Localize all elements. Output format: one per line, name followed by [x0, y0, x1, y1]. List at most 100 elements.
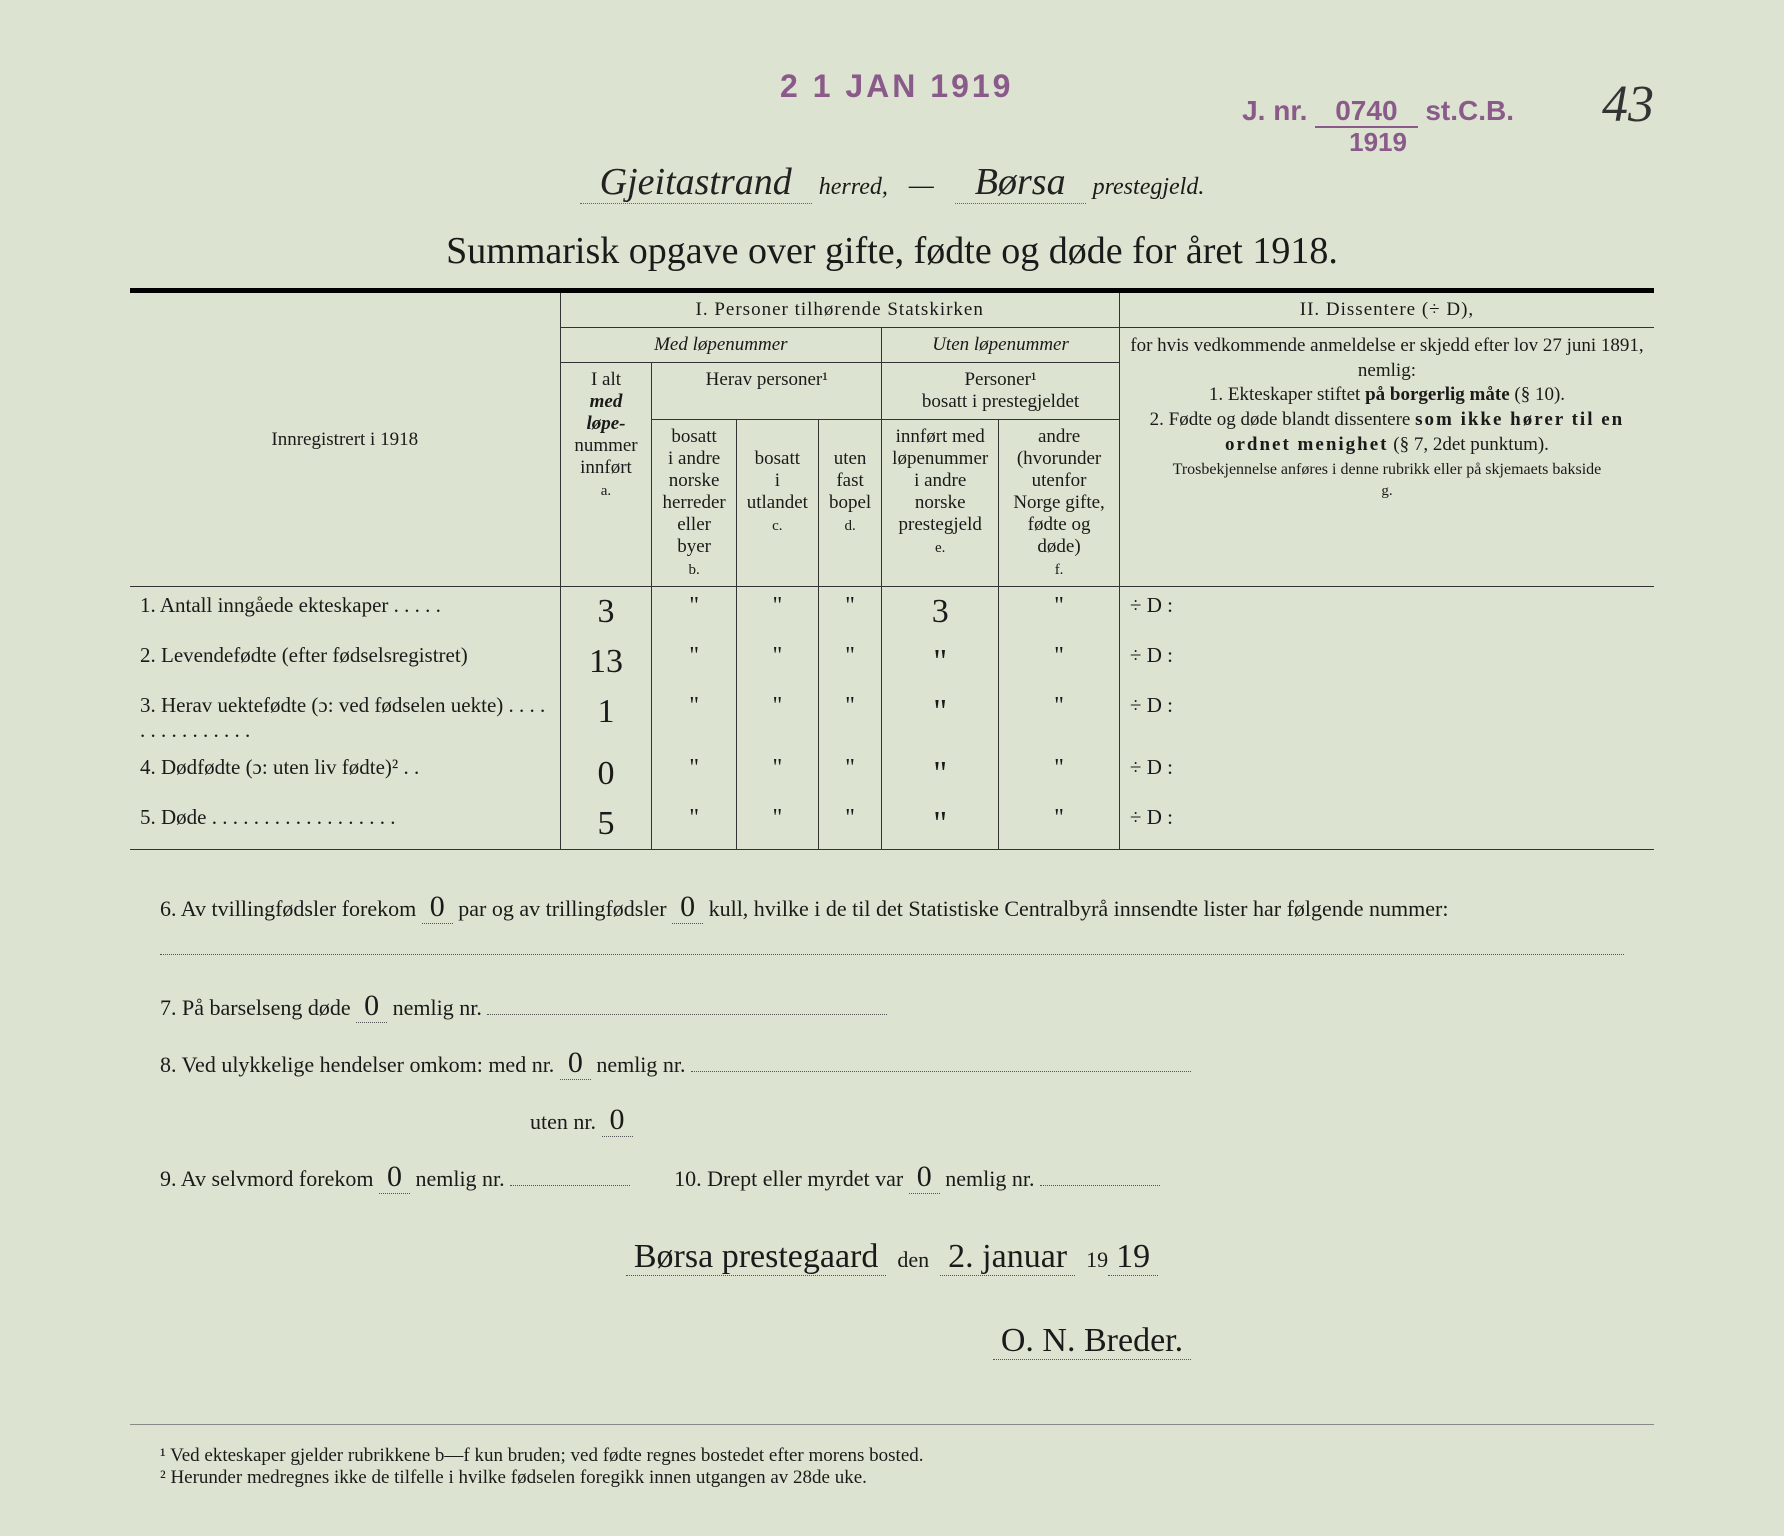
cd1: uten [834, 448, 867, 469]
cell-e: 3 [882, 587, 999, 638]
q7-line [487, 1014, 887, 1015]
q6b: par og av trillingfødsler [458, 896, 672, 921]
summary-table: Innregistrert i 1918 I. Personer tilhøre… [130, 293, 1654, 850]
q9a: 9. Av selvmord forekom [160, 1166, 379, 1191]
row-label: 4. Dødfødte (ɔ: uten liv fødte)² . . [130, 749, 560, 799]
q9-line [510, 1185, 630, 1186]
cell-g: ÷ D : [1119, 637, 1654, 687]
cell-b: " [652, 637, 736, 687]
ce3: i andre [914, 470, 966, 491]
cf2: (hvorunder [1017, 448, 1101, 469]
jnr-number: 0740 [1315, 95, 1417, 128]
section1-header: I. Personer tilhørende Statskirken [560, 293, 1119, 328]
sig-yp: 19 [1086, 1247, 1108, 1272]
table-row: 2. Levendefødte (efter fødselsregistret)… [130, 637, 1654, 687]
prestegjeld-label: prestegjeld. [1093, 174, 1205, 200]
q10v: 0 [909, 1160, 940, 1194]
q8b: nemlig nr. [596, 1052, 691, 1077]
med-lope-header: Med løpenummer [560, 328, 882, 363]
col-f-header: andre (hvorunder utenfor Norge gifte, fø… [999, 420, 1120, 587]
cell-c: " [736, 799, 818, 850]
personer-header: Personer¹ bosatt i prestegjeldet [882, 363, 1120, 420]
cb5: eller [677, 514, 711, 535]
q6-trip: 0 [672, 890, 703, 924]
col-e-header: innført med løpenummer i andre norske pr… [882, 420, 999, 587]
cell-a: 13 [560, 637, 652, 687]
herav-header: Herav personer¹ [652, 363, 882, 420]
table-row: 5. Døde . . . . . . . . . . . . . . . . … [130, 799, 1654, 850]
document-title: Summarisk opgave over gifte, fødte og dø… [130, 229, 1654, 273]
row-label: 3. Herav uektefødte (ɔ: ved fødselen uek… [130, 687, 560, 749]
col-a-header: I alt med løpe- nummer innført a. [560, 363, 652, 587]
herred-value: Gjeitastrand [580, 161, 812, 204]
q6: 6. Av tvillingfødsler forekom 0 par og a… [160, 878, 1624, 935]
row-label: 1. Antall inngåede ekteskaper . . . . . [130, 587, 560, 638]
cell-b: " [652, 799, 736, 850]
cell-d: " [818, 749, 881, 799]
cell-g: ÷ D : [1119, 587, 1654, 638]
q6a: 6. Av tvillingfødsler forekom [160, 896, 422, 921]
jnr-suffix: st.C.B. [1425, 95, 1514, 126]
cf5: fødte og døde) [1028, 514, 1091, 557]
pers-2: bosatt i prestegjeldet [922, 391, 1079, 412]
sig-den: den [897, 1247, 929, 1272]
col-a-letter: a. [601, 483, 611, 499]
q7a: 7. På barselseng døde [160, 995, 356, 1020]
cell-e: " [882, 799, 999, 850]
col-c-header: bosatt i utlandet c. [736, 420, 818, 587]
q10b: nemlig nr. [945, 1166, 1040, 1191]
q9-10: 9. Av selvmord forekom 0 nemlig nr. 10. … [160, 1148, 1624, 1205]
cell-a: 5 [560, 799, 652, 850]
q8a: 8. Ved ulykkelige hendelser omkom: med n… [160, 1052, 554, 1077]
diss-line2c: (§ 10). [1510, 384, 1565, 405]
q7b: nemlig nr. [393, 995, 488, 1020]
cell-c: " [736, 587, 818, 638]
page-number: 43 [1602, 75, 1654, 134]
col-a-4: innført [580, 457, 632, 478]
q6c: kull, hvilke i de til det Statistiske Ce… [709, 896, 1449, 921]
col-a-3: nummer [574, 435, 637, 456]
table-row: 1. Antall inngåede ekteskaper . . . . . 3… [130, 587, 1654, 638]
q9b: nemlig nr. [415, 1166, 510, 1191]
cell-d: " [818, 587, 881, 638]
q8-line1 [691, 1071, 1191, 1072]
cd3: bopel [829, 492, 871, 513]
q9v: 0 [379, 1160, 410, 1194]
cf4: Norge gifte, [1013, 492, 1104, 513]
cell-c: " [736, 749, 818, 799]
pers-1: Personer¹ [964, 369, 1036, 390]
sig-name: O. N. Breder. [993, 1322, 1191, 1360]
cell-b: " [652, 749, 736, 799]
col-d-header: uten fast bopel d. [818, 420, 881, 587]
cc1: bosatt [755, 448, 800, 469]
ce4: norske [915, 492, 966, 513]
cell-g: ÷ D : [1119, 799, 1654, 850]
below-table-section: 6. Av tvillingfødsler forekom 0 par og a… [130, 878, 1654, 1374]
ce5: prestegjeld [899, 514, 982, 535]
cell-f: " [999, 749, 1120, 799]
cell-e: " [882, 749, 999, 799]
row-label: 2. Levendefødte (efter fødselsregistret) [130, 637, 560, 687]
cell-b: " [652, 687, 736, 749]
cell-g: ÷ D : [1119, 749, 1654, 799]
sig-date: 2. januar [940, 1238, 1075, 1276]
cb3: norske [669, 470, 720, 491]
cell-c: " [736, 637, 818, 687]
cell-e: " [882, 637, 999, 687]
cf3: utenfor [1032, 470, 1087, 491]
sig-place: Børsa prestegaard [626, 1238, 887, 1276]
cb2: i andre [668, 448, 720, 469]
cc3: utlandet [747, 492, 808, 513]
jnr-prefix: J. nr. [1242, 95, 1307, 126]
q8: 8. Ved ulykkelige hendelser omkom: med n… [160, 1034, 1624, 1148]
col-b-header: bosatt i andre norske herreder eller bye… [652, 420, 736, 587]
footnote-1: ¹ Ved ekteskaper gjelder rubrikkene b—f … [160, 1445, 1624, 1467]
diss-line3c: (§ 7, 2det punktum). [1389, 434, 1549, 455]
dissenter-text: for hvis vedkommende anmeldelse er skjed… [1119, 328, 1654, 587]
section2-header: II. Dissentere (÷ D), [1119, 293, 1654, 328]
q10a: 10. Drept eller myrdet var [674, 1166, 909, 1191]
signature-line: Børsa prestegaard den 2. januar 1919 [160, 1225, 1624, 1290]
ce1: innført med [896, 426, 985, 447]
col-a-2: med løpe- [586, 391, 625, 434]
q6-line [160, 954, 1624, 955]
